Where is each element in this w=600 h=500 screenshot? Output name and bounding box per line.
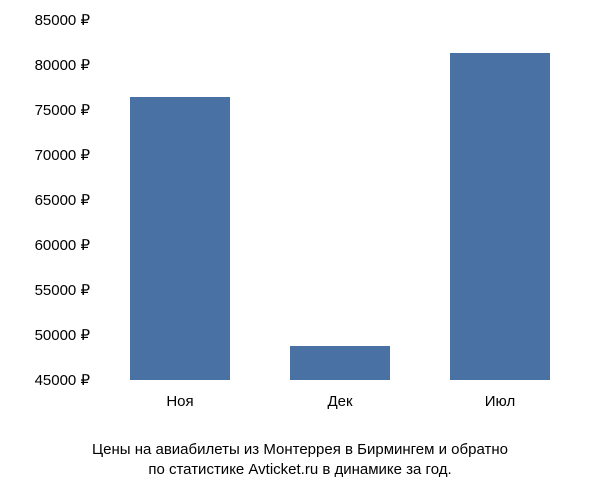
- bar: [450, 53, 549, 380]
- y-tick-label: 65000 ₽: [10, 191, 90, 209]
- y-tick-label: 45000 ₽: [10, 371, 90, 389]
- bar: [130, 97, 229, 381]
- chart-container: 45000 ₽ 50000 ₽ 55000 ₽ 60000 ₽ 65000 ₽ 70000…: [10, 10, 590, 430]
- y-tick-label: 85000 ₽: [10, 11, 90, 29]
- y-tick-label: 60000 ₽: [10, 236, 90, 254]
- plot-area: [100, 20, 580, 380]
- y-tick-label: 50000 ₽: [10, 326, 90, 344]
- x-tick-label: Дек: [327, 393, 352, 410]
- bar: [290, 346, 389, 380]
- y-tick-label: 75000 ₽: [10, 101, 90, 119]
- x-tick-label: Ноя: [166, 393, 193, 410]
- caption-line-2: по статистике Avticket.ru в динамике за …: [148, 461, 451, 478]
- x-tick-label: Июл: [485, 393, 515, 410]
- chart-caption: Цены на авиабилеты из Монтеррея в Бирмин…: [0, 440, 600, 481]
- caption-line-1: Цены на авиабилеты из Монтеррея в Бирмин…: [92, 441, 508, 458]
- y-tick-label: 55000 ₽: [10, 281, 90, 299]
- y-tick-label: 70000 ₽: [10, 146, 90, 164]
- y-tick-label: 80000 ₽: [10, 56, 90, 74]
